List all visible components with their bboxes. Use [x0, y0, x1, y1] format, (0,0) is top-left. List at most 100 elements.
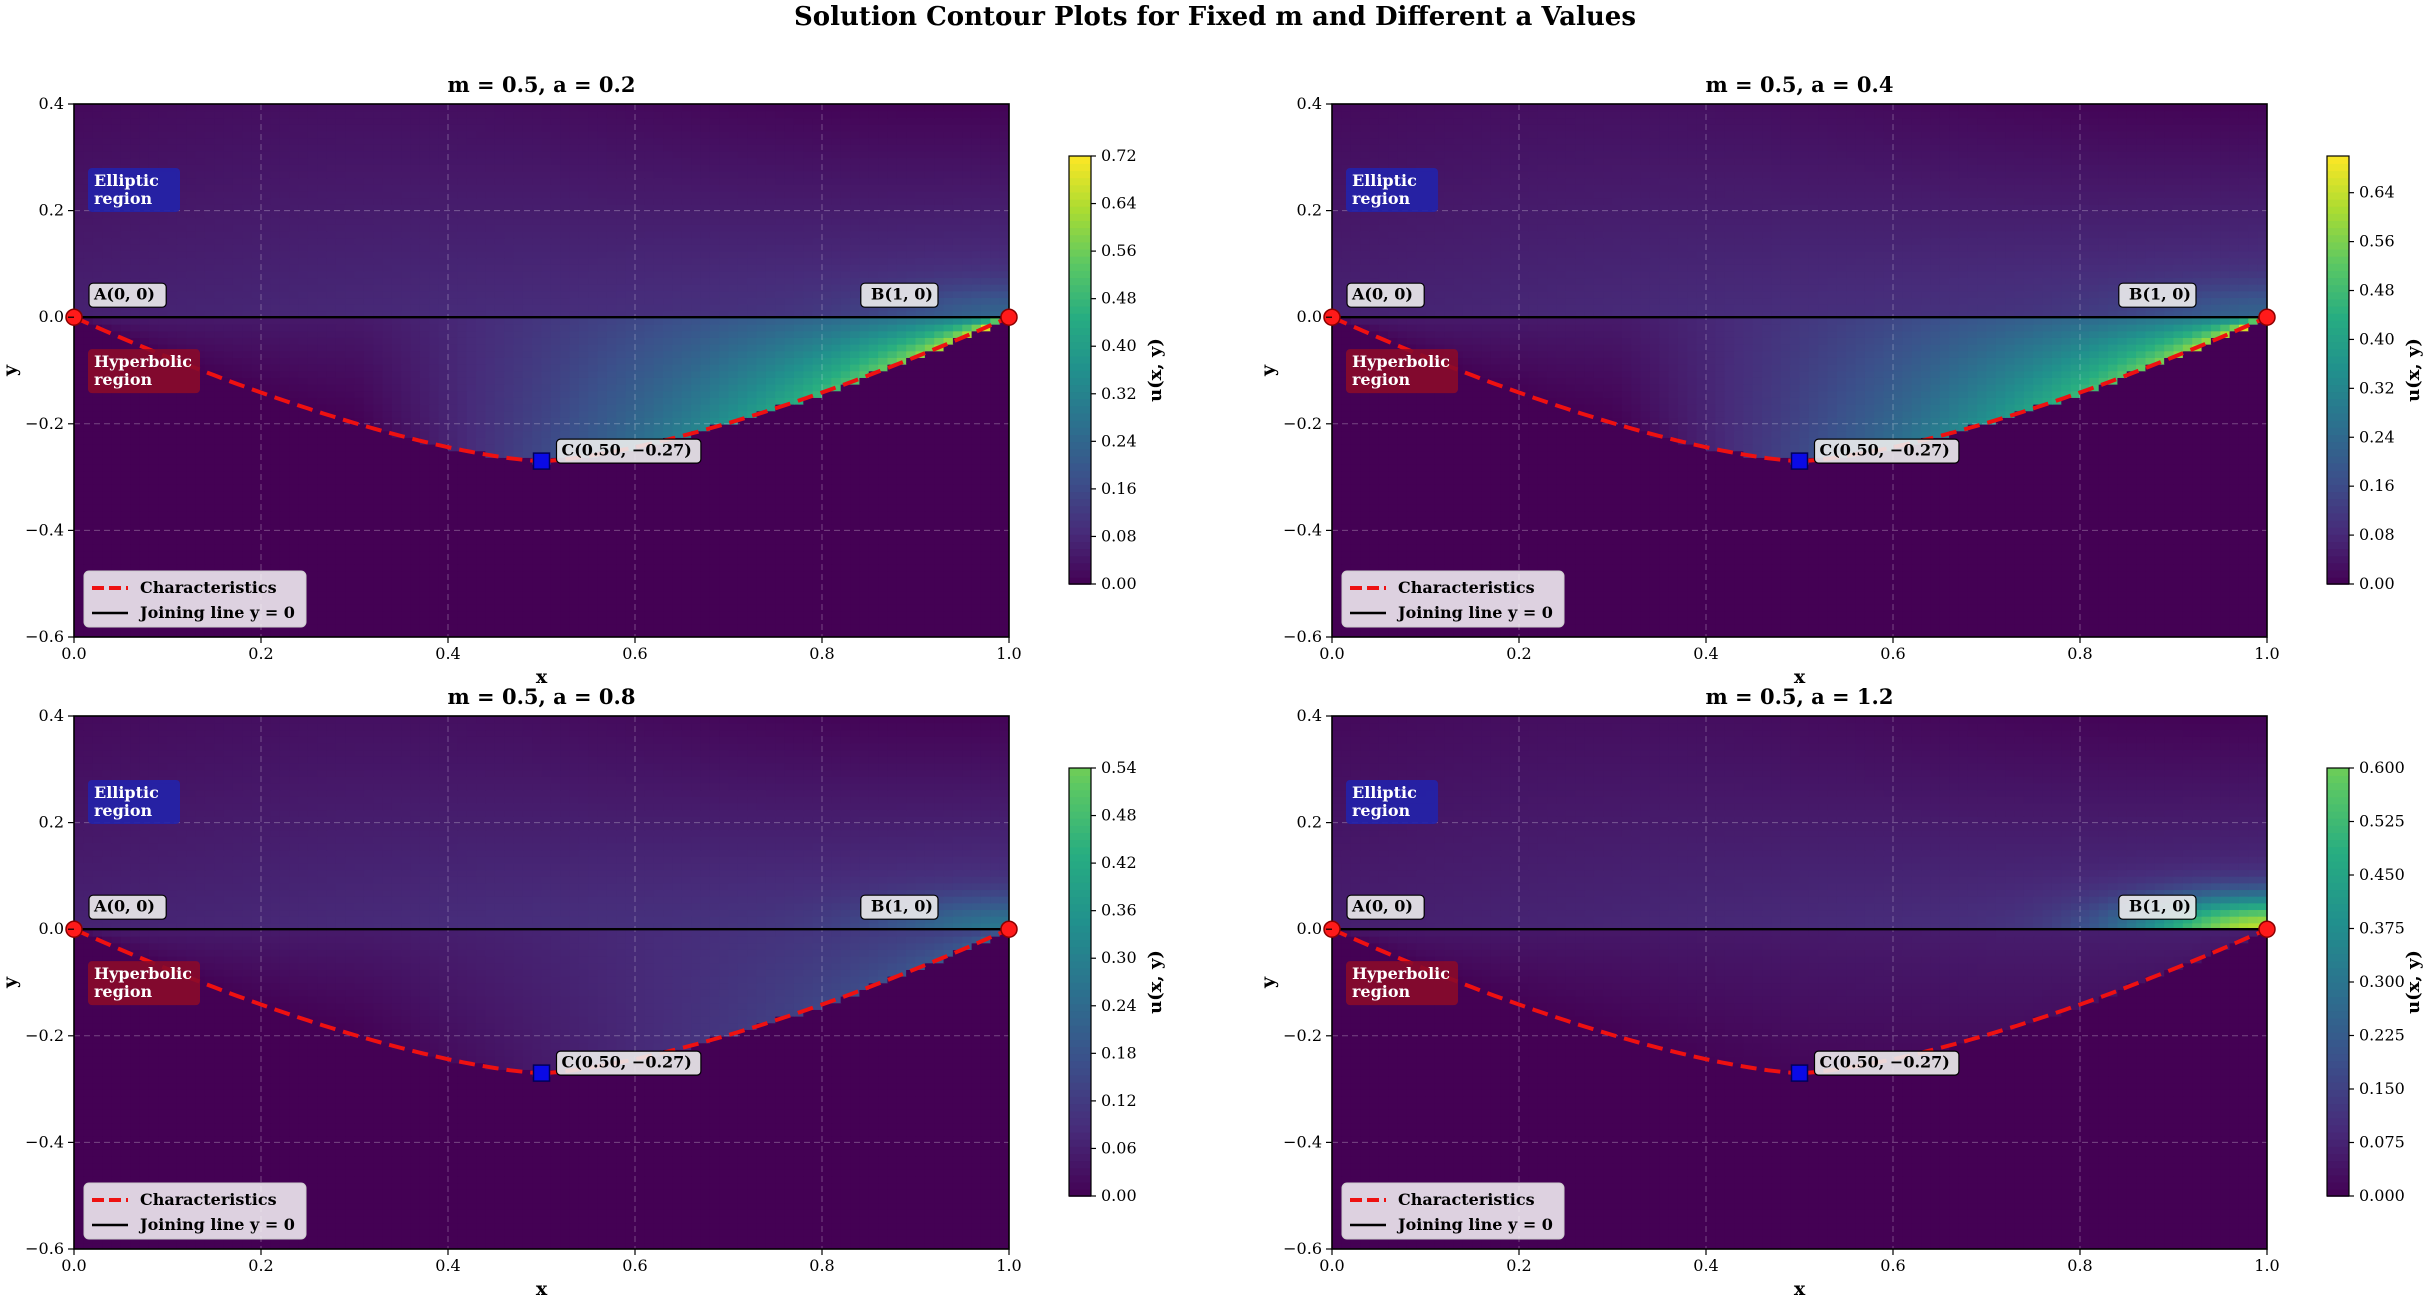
heatmap-cell: [317, 557, 328, 565]
heatmap-cell: [494, 370, 505, 378]
heatmap-cell: [92, 523, 103, 532]
heatmap-cell: [728, 610, 739, 618]
heatmap-cell: [578, 563, 590, 572]
heatmap-cell: [822, 570, 833, 578]
heatmap-cell: [906, 423, 917, 432]
heatmap-cell: [850, 417, 861, 425]
heatmap-cell: [878, 450, 889, 458]
heatmap-cell: [466, 397, 477, 405]
heatmap-cell: [541, 323, 552, 332]
heatmap-cell: [466, 563, 477, 572]
heatmap-cell: [289, 563, 300, 572]
heatmap-cell: [962, 303, 973, 312]
heatmap-cell: [691, 477, 702, 485]
heatmap-cell: [532, 590, 543, 598]
heatmap-cell: [616, 463, 627, 472]
heatmap-cell: [943, 543, 954, 552]
heatmap-cell: [924, 377, 935, 385]
heatmap-cell: [840, 630, 851, 637]
heatmap-cell: [878, 383, 889, 392]
heatmap-cell: [457, 483, 468, 492]
heatmap-cell: [906, 530, 917, 538]
heatmap-cell: [476, 630, 487, 637]
heatmap-cell: [812, 570, 823, 578]
heatmap-cell: [307, 543, 318, 552]
heatmap-cell: [906, 503, 917, 512]
heatmap-cell: [242, 337, 253, 345]
heatmap-cell: [924, 557, 935, 565]
heatmap-cell: [606, 530, 618, 538]
heatmap-cell: [354, 330, 365, 338]
heatmap-cell: [859, 437, 870, 445]
heatmap-cell: [298, 430, 309, 438]
heatmap-cell: [784, 370, 795, 378]
heatmap-cell: [681, 397, 692, 405]
heatmap-cell: [906, 317, 917, 325]
heatmap-cell: [775, 590, 786, 598]
heatmap-cell: [971, 583, 982, 592]
heatmap-cell: [765, 417, 777, 425]
heatmap-cell: [410, 363, 421, 372]
heatmap-cell: [878, 343, 889, 352]
heatmap-cell: [335, 390, 346, 398]
heatmap-cell: [775, 457, 786, 465]
heatmap-cell: [952, 510, 964, 518]
heatmap-cell: [457, 383, 468, 392]
heatmap-cell: [289, 397, 300, 405]
heatmap-cell: [429, 350, 440, 358]
heatmap-cell: [307, 323, 318, 332]
heatmap-cell: [438, 510, 449, 518]
heatmap-cell: [700, 343, 711, 352]
heatmap-cell: [261, 477, 272, 485]
heatmap-cell: [373, 457, 384, 465]
heatmap-cell: [270, 563, 281, 572]
heatmap-cell: [438, 577, 449, 585]
heatmap-cell: [550, 610, 561, 618]
heatmap-cell: [896, 470, 907, 478]
heatmap-cell: [700, 410, 711, 418]
heatmap-cell: [504, 630, 515, 637]
heatmap-cell: [120, 450, 131, 458]
heatmap-cell: [980, 543, 992, 552]
heatmap-cell: [878, 457, 889, 465]
heatmap-cell: [962, 370, 973, 378]
heatmap-cell: [878, 597, 889, 605]
heatmap-cell: [457, 363, 468, 372]
heatmap-cell: [317, 330, 328, 338]
heatmap-cell: [597, 330, 608, 338]
heatmap-cell: [971, 323, 982, 332]
heatmap-cell: [158, 537, 169, 545]
heatmap-cell: [952, 450, 964, 458]
heatmap-cell: [223, 437, 234, 445]
heatmap-cell: [485, 563, 496, 572]
heatmap-cell: [681, 337, 692, 345]
heatmap-cell: [92, 470, 103, 478]
heatmap-cell: [597, 310, 608, 318]
heatmap-cell: [466, 497, 477, 505]
heatmap-cell: [504, 523, 515, 532]
heatmap-cell: [793, 390, 805, 398]
heatmap-cell: [130, 450, 141, 458]
heatmap-cell: [878, 370, 889, 378]
heatmap-cell: [803, 537, 814, 545]
heatmap-cell: [784, 350, 795, 358]
heatmap-cell: [765, 497, 777, 505]
heatmap-cell: [541, 417, 552, 425]
heatmap-cell: [83, 497, 94, 505]
heatmap-cell: [457, 570, 468, 578]
heatmap-cell: [148, 417, 159, 425]
heatmap-cell: [728, 583, 739, 592]
heatmap-cell: [868, 497, 879, 505]
heatmap-cell: [83, 543, 94, 552]
heatmap-cell: [962, 343, 973, 352]
heatmap-cell: [793, 537, 805, 545]
heatmap-cell: [747, 397, 758, 405]
heatmap-cell: [578, 463, 590, 472]
heatmap-cell: [952, 377, 964, 385]
heatmap-cell: [382, 590, 393, 598]
heatmap-cell: [448, 403, 459, 412]
heatmap-cell: [83, 330, 94, 338]
heatmap-cell: [635, 377, 646, 385]
heatmap-cell: [840, 437, 851, 445]
heatmap-cell: [186, 510, 197, 518]
